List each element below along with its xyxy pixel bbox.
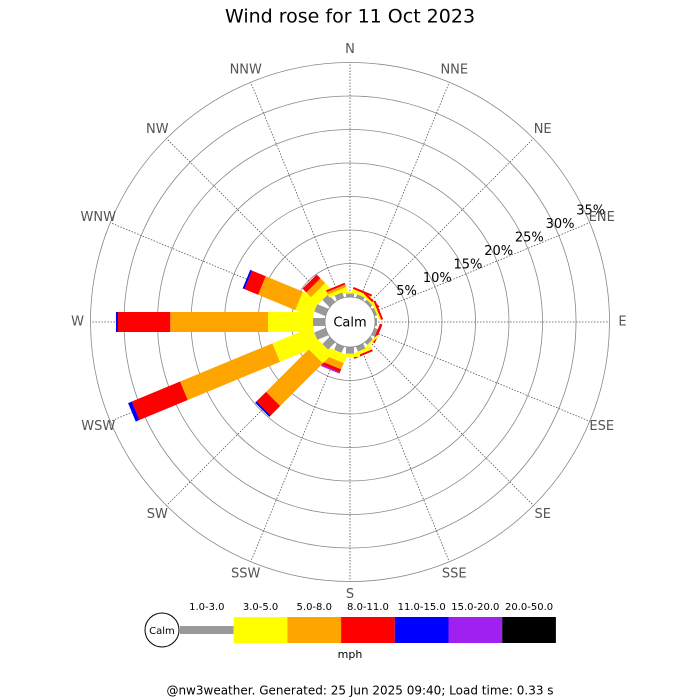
wind-segment bbox=[364, 336, 373, 345]
wind-segment bbox=[244, 270, 266, 295]
wind-segment bbox=[170, 312, 269, 332]
ring-label: 35% bbox=[576, 204, 605, 219]
wind-segment bbox=[312, 318, 325, 326]
wind-segment bbox=[355, 294, 365, 301]
direction-label: NNE bbox=[440, 63, 468, 78]
calm-circle bbox=[324, 296, 376, 348]
wind-segment bbox=[326, 284, 347, 295]
chart-title: Wind rose for 11 Oct 2023 bbox=[225, 6, 475, 28]
wind-segment bbox=[355, 343, 366, 352]
direction-label: NW bbox=[146, 122, 169, 137]
wind-segment bbox=[272, 326, 320, 362]
footer: @nw3weather. Generated: 25 Jun 2025 09:4… bbox=[166, 684, 553, 698]
legend-calm-label: Calm bbox=[149, 626, 175, 637]
spoke bbox=[367, 138, 534, 305]
wind-segment bbox=[314, 327, 329, 340]
wind-segment bbox=[320, 364, 340, 374]
wind-segment bbox=[255, 401, 271, 417]
spoke bbox=[359, 344, 450, 562]
wind-segment bbox=[302, 274, 321, 293]
wind-segment bbox=[373, 300, 384, 320]
wind-segment bbox=[364, 299, 373, 308]
wind-segment bbox=[115, 312, 118, 332]
legend-swatch bbox=[448, 617, 503, 643]
wind-segment bbox=[352, 287, 373, 297]
wind-segment bbox=[322, 336, 336, 350]
direction-label: SW bbox=[147, 507, 168, 522]
legend-swatch bbox=[287, 617, 342, 643]
direction-label: WSW bbox=[81, 419, 115, 434]
direction-label: S bbox=[346, 587, 354, 602]
wind-segment bbox=[314, 304, 329, 317]
wind-segment bbox=[325, 347, 348, 364]
legend-label: 11.0-15.0 bbox=[398, 602, 446, 613]
wind-segment bbox=[371, 327, 378, 337]
legend-label: 20.0-50.0 bbox=[505, 602, 553, 613]
direction-label: SSE bbox=[442, 566, 467, 581]
legend-calm bbox=[144, 612, 180, 648]
wind-segment bbox=[322, 294, 336, 308]
legend-label: 15.0-20.0 bbox=[451, 602, 499, 613]
legend-swatch bbox=[233, 617, 288, 643]
ring-label: 25% bbox=[515, 230, 544, 245]
direction-label: NNW bbox=[230, 63, 262, 78]
wind-segment bbox=[266, 349, 323, 406]
legend-label: 3.0-5.0 bbox=[243, 602, 278, 613]
wind-segment bbox=[346, 293, 354, 297]
spoke bbox=[359, 82, 450, 300]
wind-segment bbox=[362, 334, 379, 351]
legend-swatch bbox=[180, 626, 234, 634]
spoke bbox=[250, 344, 341, 562]
direction-label: WNW bbox=[81, 210, 117, 225]
wind-segment bbox=[346, 347, 354, 354]
direction-label: SSW bbox=[231, 566, 261, 581]
calm-label: Calm bbox=[333, 316, 366, 331]
wind-segment bbox=[131, 381, 188, 421]
wind-segment bbox=[334, 292, 345, 301]
wind-segment bbox=[306, 278, 326, 298]
wind-segment bbox=[371, 307, 378, 317]
wind-segment bbox=[375, 318, 378, 326]
legend-label: 1.0-3.0 bbox=[189, 602, 224, 613]
wind-segment bbox=[256, 391, 281, 416]
ring-label: 15% bbox=[454, 257, 483, 272]
ring-label: 10% bbox=[423, 271, 452, 286]
spoke bbox=[367, 339, 534, 506]
ring-label: 20% bbox=[484, 244, 513, 259]
ring-label: 5% bbox=[396, 284, 417, 299]
direction-label: N bbox=[345, 42, 355, 57]
spoke bbox=[372, 331, 590, 422]
wind-segment bbox=[322, 355, 344, 370]
direction-label: ENE bbox=[589, 210, 615, 225]
wind-segment bbox=[311, 283, 333, 305]
direction-label: NE bbox=[534, 122, 552, 137]
spoke bbox=[166, 138, 333, 305]
legend-swatch bbox=[394, 617, 449, 643]
wind-segment bbox=[180, 343, 280, 401]
ring-label: 30% bbox=[546, 217, 575, 232]
direction-label: E bbox=[618, 315, 626, 330]
wind-segment bbox=[327, 287, 348, 298]
legend-swatch bbox=[341, 617, 395, 643]
spoke bbox=[250, 82, 341, 300]
wind-segment bbox=[128, 401, 140, 422]
wind-segment bbox=[321, 361, 342, 373]
wind-segment bbox=[371, 301, 382, 321]
wind-segment bbox=[117, 312, 171, 332]
legend-label: 5.0-8.0 bbox=[297, 602, 332, 613]
direction-label: ESE bbox=[589, 419, 614, 434]
wind-segment bbox=[242, 269, 253, 290]
wind-segment bbox=[326, 282, 346, 293]
legend-label: 8.0-11.0 bbox=[347, 602, 389, 613]
legend-unit: mph bbox=[338, 648, 363, 661]
direction-label: W bbox=[71, 315, 84, 330]
wind-segment bbox=[258, 276, 303, 311]
spoke bbox=[372, 222, 590, 313]
legend-swatch bbox=[502, 617, 556, 643]
direction-label: SE bbox=[534, 507, 550, 522]
wind-segment bbox=[268, 312, 313, 332]
